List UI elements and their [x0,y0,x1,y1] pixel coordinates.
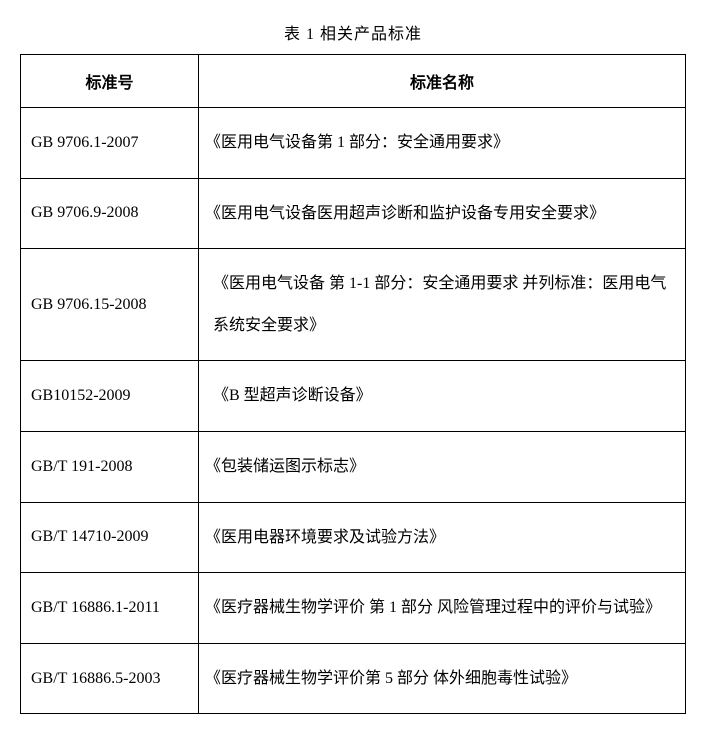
cell-code: GB10152-2009 [21,361,199,432]
cell-name: 《B 型超声诊断设备》 [199,361,686,432]
cell-code: GB 9706.1-2007 [21,108,199,179]
table-wrapper: 表 1 相关产品标准 标准号 标准名称 GB 9706.1-2007 《医用电气… [20,20,686,714]
cell-code: GB/T 191-2008 [21,431,199,502]
table-row: GB10152-2009 《B 型超声诊断设备》 [21,361,686,432]
cell-name: 《医疗器械生物学评价 第 1 部分 风险管理过程中的评价与试验》 [199,573,686,644]
cell-code: GB/T 16886.5-2003 [21,643,199,714]
header-code: 标准号 [21,55,199,108]
table-row: GB 9706.9-2008 《医用电气设备医用超声诊断和监护设备专用安全要求》 [21,178,686,249]
table-row: GB 9706.15-2008 《医用电气设备 第 1-1 部分：安全通用要求 … [21,249,686,361]
cell-code: GB/T 16886.1-2011 [21,573,199,644]
table-row: GB/T 16886.1-2011 《医疗器械生物学评价 第 1 部分 风险管理… [21,573,686,644]
cell-name: 《医疗器械生物学评价第 5 部分 体外细胞毒性试验》 [199,643,686,714]
cell-name: 《包装储运图示标志》 [199,431,686,502]
table-row: GB/T 14710-2009 《医用电器环境要求及试验方法》 [21,502,686,573]
table-row: GB/T 16886.5-2003 《医疗器械生物学评价第 5 部分 体外细胞毒… [21,643,686,714]
header-name: 标准名称 [199,55,686,108]
table-row: GB/T 191-2008 《包装储运图示标志》 [21,431,686,502]
table-row: GB 9706.1-2007 《医用电气设备第 1 部分：安全通用要求》 [21,108,686,179]
cell-code: GB 9706.9-2008 [21,178,199,249]
cell-code: GB/T 14710-2009 [21,502,199,573]
table-header-row: 标准号 标准名称 [21,55,686,108]
cell-name: 《医用电器环境要求及试验方法》 [199,502,686,573]
table-caption: 表 1 相关产品标准 [20,20,686,44]
cell-code: GB 9706.15-2008 [21,249,199,361]
cell-name: 《医用电气设备 第 1-1 部分：安全通用要求 并列标准：医用电气系统安全要求》 [199,249,686,361]
cell-name: 《医用电气设备第 1 部分：安全通用要求》 [199,108,686,179]
cell-name: 《医用电气设备医用超声诊断和监护设备专用安全要求》 [199,178,686,249]
standards-table: 标准号 标准名称 GB 9706.1-2007 《医用电气设备第 1 部分：安全… [20,54,686,714]
